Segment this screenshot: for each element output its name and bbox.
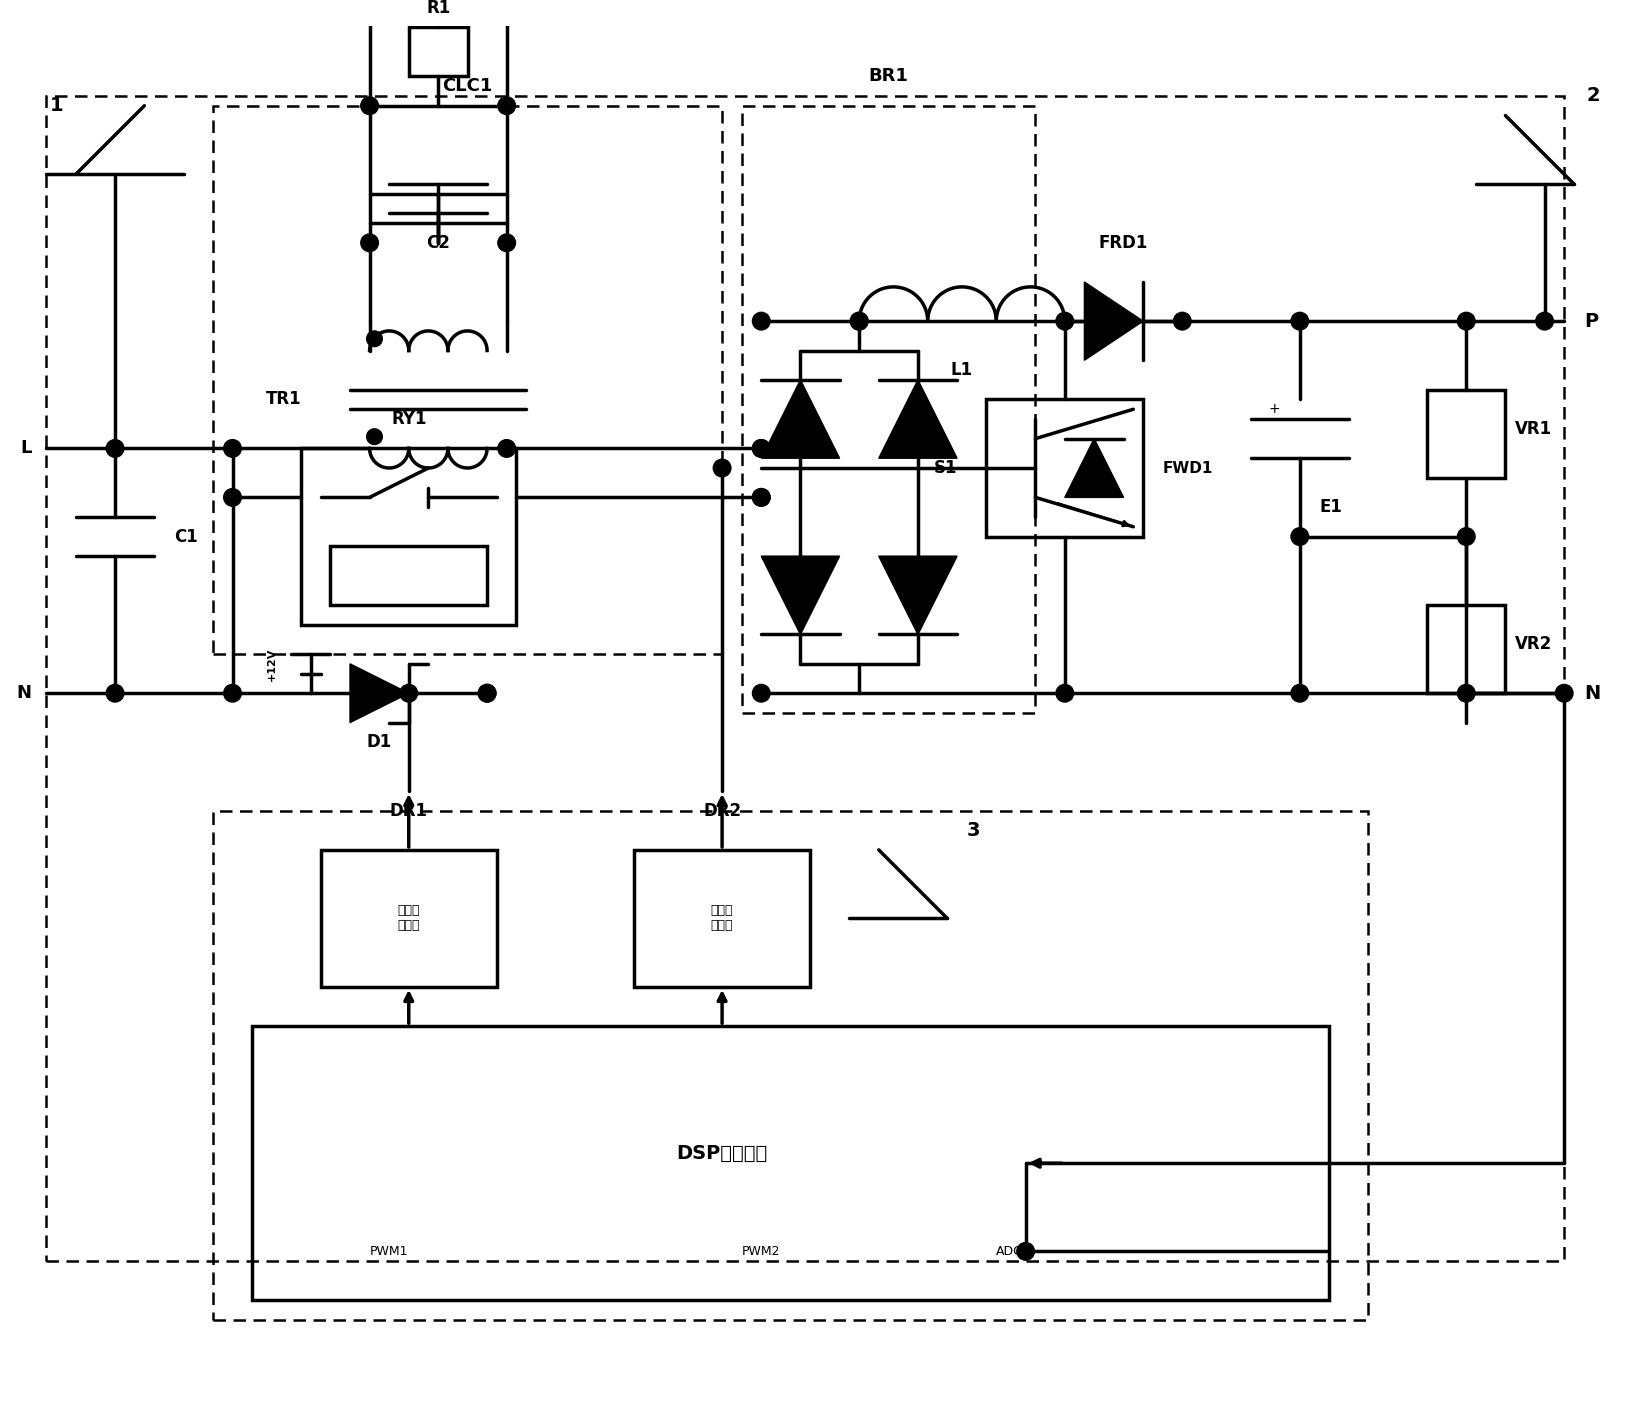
Text: PWM2: PWM2 (742, 1245, 781, 1258)
Text: C2: C2 (427, 234, 450, 252)
Text: FRD1: FRD1 (1099, 234, 1149, 252)
Circle shape (753, 440, 770, 457)
Text: C1: C1 (174, 528, 197, 545)
Polygon shape (1085, 282, 1144, 360)
Bar (213, 105, 722, 654)
Circle shape (791, 440, 809, 457)
Bar (213, 811, 1369, 1320)
Text: CLC1: CLC1 (443, 77, 492, 95)
Circle shape (753, 440, 770, 457)
Circle shape (1536, 312, 1554, 331)
Text: DR1: DR1 (391, 801, 428, 820)
Circle shape (1173, 312, 1191, 331)
Bar (742, 105, 1035, 713)
Text: PWM1: PWM1 (369, 1245, 409, 1258)
Circle shape (753, 489, 770, 506)
Bar (986, 399, 1144, 537)
Circle shape (1556, 685, 1574, 702)
Circle shape (107, 685, 123, 702)
Circle shape (753, 489, 770, 506)
Circle shape (478, 685, 496, 702)
Text: L1: L1 (950, 361, 973, 380)
Text: 电压型
驱动器: 电压型 驱动器 (711, 905, 734, 933)
Polygon shape (761, 556, 840, 635)
Circle shape (1457, 685, 1475, 702)
Text: BR1: BR1 (868, 67, 909, 85)
Bar (320, 850, 497, 986)
Circle shape (497, 440, 515, 457)
Text: L: L (20, 440, 31, 458)
Bar (253, 1026, 1329, 1300)
Circle shape (1057, 685, 1073, 702)
Circle shape (1017, 1243, 1034, 1259)
Circle shape (223, 440, 241, 457)
Circle shape (1291, 528, 1308, 545)
Circle shape (850, 312, 868, 331)
Circle shape (1457, 312, 1475, 331)
Circle shape (478, 685, 496, 702)
Text: +: + (1268, 402, 1280, 416)
Polygon shape (1065, 439, 1124, 497)
Text: VR2: VR2 (1515, 635, 1552, 653)
Text: D1: D1 (366, 733, 392, 751)
Circle shape (497, 97, 515, 115)
Text: N: N (16, 684, 31, 702)
Text: 2: 2 (1587, 87, 1600, 105)
Circle shape (107, 440, 123, 457)
Circle shape (850, 312, 868, 331)
Bar (46, 95, 1564, 1261)
Bar (1428, 389, 1505, 478)
Circle shape (366, 331, 382, 346)
Polygon shape (761, 380, 840, 458)
Circle shape (223, 489, 241, 506)
Circle shape (1057, 312, 1073, 331)
Bar (409, 28, 468, 76)
Circle shape (366, 429, 382, 444)
Circle shape (223, 685, 241, 702)
Text: TR1: TR1 (266, 391, 300, 409)
Circle shape (1291, 312, 1308, 331)
Circle shape (361, 234, 379, 252)
Circle shape (361, 97, 379, 115)
Circle shape (497, 234, 515, 252)
Circle shape (753, 685, 770, 702)
Circle shape (1291, 685, 1308, 702)
Text: VR1: VR1 (1515, 420, 1552, 439)
Circle shape (714, 460, 730, 476)
Text: RY1: RY1 (391, 410, 427, 429)
Text: R1: R1 (427, 0, 450, 17)
Circle shape (909, 440, 927, 457)
Circle shape (1457, 528, 1475, 545)
Circle shape (753, 312, 770, 331)
Polygon shape (880, 380, 957, 458)
Text: S1: S1 (934, 460, 957, 476)
Text: FWD1: FWD1 (1163, 461, 1213, 475)
Bar (330, 546, 487, 605)
Text: DR2: DR2 (702, 801, 742, 820)
Circle shape (400, 685, 417, 702)
Text: 3: 3 (967, 821, 980, 839)
Bar (633, 850, 811, 986)
Bar (1428, 605, 1505, 693)
Text: 1: 1 (49, 97, 62, 115)
Polygon shape (350, 664, 409, 723)
Text: DSP控制电路: DSP控制电路 (676, 1145, 768, 1163)
Text: E1: E1 (1319, 499, 1342, 516)
Polygon shape (880, 556, 957, 635)
Text: P: P (1584, 311, 1598, 331)
Text: ADC1: ADC1 (996, 1245, 1031, 1258)
Text: N: N (1584, 684, 1600, 703)
Bar (300, 448, 517, 625)
Text: +12V: +12V (267, 647, 277, 681)
Text: 电流型
驱动器: 电流型 驱动器 (397, 905, 420, 933)
